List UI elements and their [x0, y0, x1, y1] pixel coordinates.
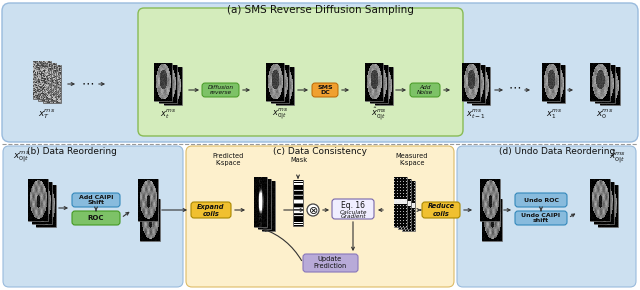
FancyBboxPatch shape	[457, 146, 636, 287]
Bar	[467, 65, 485, 103]
Text: $x_{0|t}^{ms}$: $x_{0|t}^{ms}$	[272, 106, 288, 122]
FancyBboxPatch shape	[191, 202, 231, 218]
Bar	[401, 181, 415, 231]
FancyBboxPatch shape	[72, 211, 120, 225]
Bar	[262, 181, 275, 231]
Bar	[154, 63, 172, 101]
Text: Add
Noise: Add Noise	[417, 85, 433, 95]
Bar	[590, 179, 610, 221]
Text: (d) Undo Data Reordering: (d) Undo Data Reordering	[499, 146, 615, 155]
FancyBboxPatch shape	[138, 8, 463, 136]
Bar	[397, 179, 410, 229]
Bar	[600, 67, 620, 105]
Bar	[293, 180, 303, 226]
Text: Update
Prediction: Update Prediction	[314, 256, 347, 269]
Bar	[375, 67, 393, 105]
Bar	[36, 185, 56, 227]
Bar	[253, 177, 266, 227]
FancyBboxPatch shape	[202, 83, 239, 97]
FancyBboxPatch shape	[422, 202, 460, 218]
FancyBboxPatch shape	[515, 211, 567, 225]
Text: $\otimes$: $\otimes$	[308, 204, 318, 215]
Text: Predicted
K-space: Predicted K-space	[212, 153, 244, 166]
Text: (c) Data Consistency: (c) Data Consistency	[273, 146, 367, 155]
Bar	[595, 65, 615, 103]
Text: $x_1^{ms}$: $x_1^{ms}$	[546, 107, 562, 121]
Text: Mask: Mask	[291, 157, 308, 163]
Ellipse shape	[307, 204, 319, 216]
Text: Measured
K-space: Measured K-space	[396, 153, 428, 166]
Text: (a) SMS Reverse Diffusion Sampling: (a) SMS Reverse Diffusion Sampling	[227, 5, 413, 15]
Bar	[547, 65, 565, 103]
Text: Expand
coils: Expand coils	[197, 204, 225, 217]
FancyBboxPatch shape	[515, 193, 567, 207]
Bar	[394, 177, 406, 227]
Text: $x_0^{ms}$: $x_0^{ms}$	[596, 107, 614, 121]
Text: $x_{t-1}^{ms}$: $x_{t-1}^{ms}$	[466, 107, 486, 121]
Bar	[266, 63, 284, 101]
Bar	[28, 179, 48, 221]
Text: Undo CAIPI
shift: Undo CAIPI shift	[522, 213, 561, 223]
Text: Eq. 16: Eq. 16	[341, 200, 365, 209]
FancyBboxPatch shape	[72, 193, 120, 207]
Bar	[276, 67, 294, 105]
Text: Reduce
coils: Reduce coils	[428, 204, 454, 217]
Bar	[480, 179, 500, 221]
FancyBboxPatch shape	[3, 146, 183, 287]
Bar	[590, 63, 610, 101]
Bar	[159, 65, 177, 103]
FancyBboxPatch shape	[186, 146, 454, 287]
Bar	[594, 182, 614, 224]
Text: ROC: ROC	[88, 215, 104, 221]
FancyBboxPatch shape	[303, 254, 358, 272]
Bar	[32, 182, 52, 224]
Text: Calculate: Calculate	[339, 209, 367, 215]
Bar	[365, 63, 383, 101]
Text: $\cdots$: $\cdots$	[508, 81, 522, 93]
Bar	[482, 199, 502, 241]
Text: $\cdots$: $\cdots$	[81, 77, 95, 90]
FancyBboxPatch shape	[332, 199, 374, 219]
Text: SMS
DC: SMS DC	[317, 85, 333, 95]
Text: (b) Data Reordering: (b) Data Reordering	[27, 146, 117, 155]
Text: Diffusion
reverse: Diffusion reverse	[207, 85, 234, 95]
Bar	[542, 63, 560, 101]
Bar	[462, 63, 480, 101]
Bar	[33, 61, 51, 99]
Bar	[140, 199, 160, 241]
Bar	[472, 67, 490, 105]
Bar	[598, 185, 618, 227]
FancyBboxPatch shape	[312, 83, 338, 97]
Text: Add CAIPI
Shift: Add CAIPI Shift	[79, 195, 113, 205]
FancyBboxPatch shape	[2, 3, 638, 142]
Text: $x_{0|t}^{ms}$: $x_{0|t}^{ms}$	[13, 149, 31, 164]
Bar	[271, 65, 289, 103]
Bar	[43, 65, 61, 103]
Text: $x_T^{ms}$: $x_T^{ms}$	[38, 107, 56, 121]
Bar	[38, 63, 56, 101]
Text: $\hat{x}_{0|t}^{ms}$: $\hat{x}_{0|t}^{ms}$	[609, 149, 625, 165]
FancyBboxPatch shape	[410, 83, 440, 97]
Bar	[370, 65, 388, 103]
Bar	[164, 67, 182, 105]
Bar	[138, 179, 158, 221]
Text: Undo ROC: Undo ROC	[524, 197, 559, 202]
Text: Gradient: Gradient	[340, 215, 365, 220]
Text: $\hat{x}_{0|t}^{ms}$: $\hat{x}_{0|t}^{ms}$	[371, 106, 387, 122]
Bar	[257, 179, 271, 229]
Text: $x_t^{ms}$: $x_t^{ms}$	[160, 107, 176, 121]
